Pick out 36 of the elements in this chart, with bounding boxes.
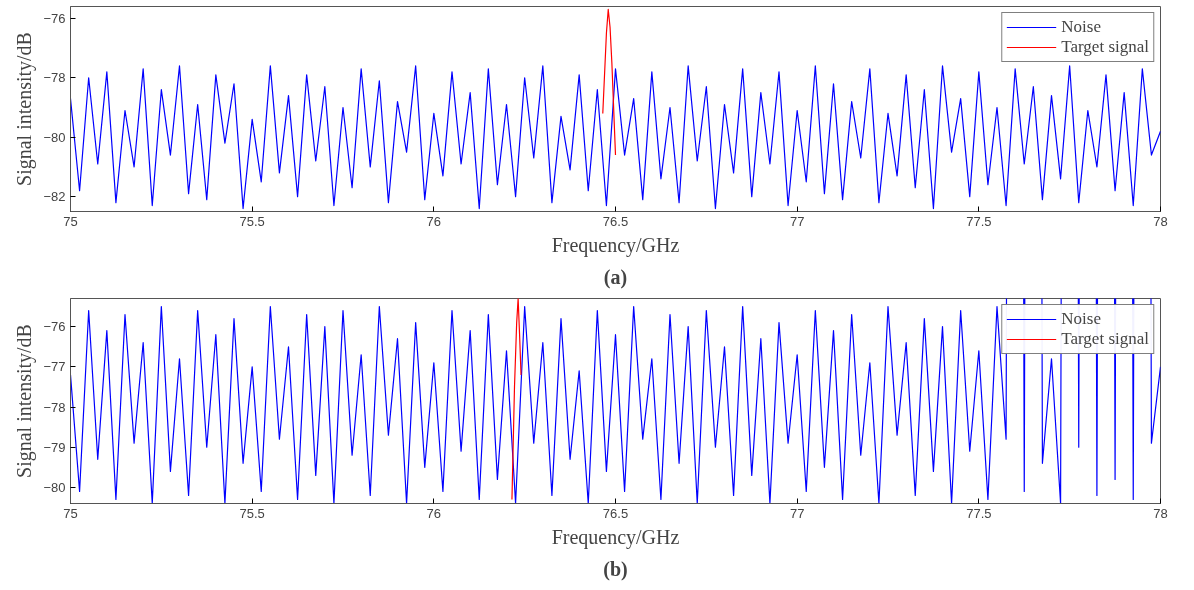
y-tick-label: −76 (43, 319, 66, 335)
x-tick-label: 77.5 (966, 505, 992, 521)
x-tick-label: 78 (1153, 213, 1168, 229)
y-tick-label: −80 (43, 479, 66, 495)
y-tick-label: −80 (43, 129, 66, 145)
x-tick-label: 75 (63, 505, 78, 521)
x-tick-label: 77 (789, 213, 805, 229)
x-tick-label: 76.5 (602, 505, 629, 521)
legend-label: Noise (1061, 309, 1101, 329)
line-series (602, 8, 617, 156)
legend-label: Target signal (1061, 37, 1149, 57)
x-tick-label: 75 (63, 213, 78, 229)
y-tick-label: −77 (43, 359, 66, 375)
y-axis-title: Signal intensity/dB (13, 324, 37, 478)
y-tick-label: −79 (43, 439, 66, 455)
x-tick-label: 75.5 (239, 505, 265, 521)
y-tick-label: −78 (43, 399, 66, 415)
x-tick-label: 76 (426, 505, 442, 521)
x-axis-title: Frequency/GHz (551, 525, 680, 549)
text: (b) (603, 557, 628, 581)
x-tick-label: 77 (789, 505, 805, 521)
y-tick-label: −82 (43, 189, 66, 205)
legend-label: Target signal (1061, 329, 1149, 349)
x-axis-title: Frequency/GHz (551, 233, 680, 257)
x-tick-label: 76.5 (602, 213, 629, 229)
line-series (70, 65, 1161, 210)
x-tick-label: 75.5 (239, 213, 265, 229)
x-tick-label: 76 (426, 213, 442, 229)
y-tick-label: −78 (43, 70, 66, 86)
text: (a) (603, 265, 628, 289)
legend-label: Noise (1061, 17, 1101, 37)
line-series (511, 298, 522, 501)
x-tick-label: 77.5 (966, 213, 992, 229)
x-tick-label: 78 (1153, 505, 1168, 521)
y-tick-label: −76 (43, 10, 66, 26)
y-axis-title: Signal intensity/dB (13, 32, 37, 186)
